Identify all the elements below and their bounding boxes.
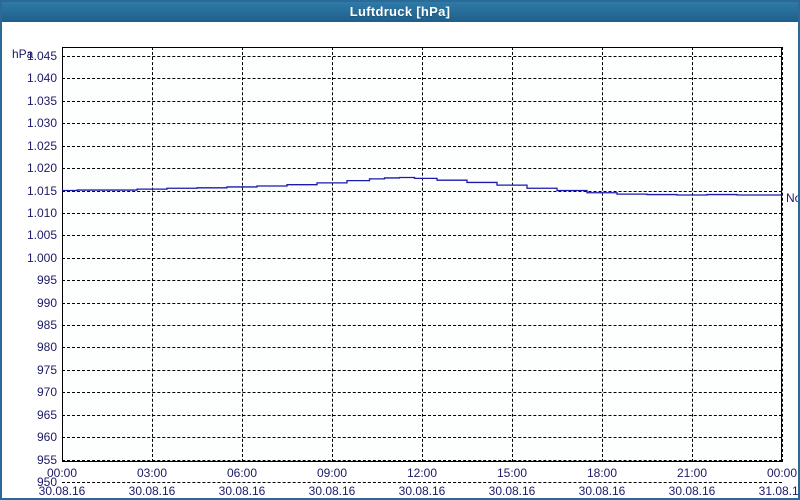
vertical-gridline — [782, 47, 783, 462]
x-axis-time-label: 09:00 — [317, 466, 347, 480]
x-axis-time-label: 21:00 — [677, 466, 707, 480]
x-axis-time-label: 03:00 — [137, 466, 167, 480]
y-axis-tick-label: 970 — [7, 385, 57, 399]
y-axis-tick-label: 990 — [7, 296, 57, 310]
pressure-curve[interactable] — [62, 47, 782, 462]
y-axis-tick-label: 1.025 — [7, 139, 57, 153]
x-axis-date-label: 30.08.16 — [399, 484, 446, 498]
pressure-curve-line[interactable] — [62, 178, 782, 195]
chart-plot-area[interactable]: hPa 1.045 1.040 1.035 1.030 1.025 1.020 1.015 1… — [2, 22, 800, 500]
x-axis-time-label: 12:00 — [407, 466, 437, 480]
y-axis-tick-label: 1.040 — [7, 71, 57, 85]
x-axis-time-label: 18:00 — [587, 466, 617, 480]
y-axis-tick-label: 1.030 — [7, 116, 57, 130]
x-axis-date-label: 31.08.16 — [759, 484, 800, 498]
horizontal-gridline — [62, 482, 782, 483]
normal-reference-label: Normal — [786, 191, 800, 205]
y-axis-tick-label: 1.035 — [7, 94, 57, 108]
y-axis-tick-label: 1.005 — [7, 228, 57, 242]
x-axis-time-label: 06:00 — [227, 466, 257, 480]
x-axis-date-label: 30.08.16 — [309, 484, 356, 498]
y-axis-tick-label: 985 — [7, 318, 57, 332]
x-axis-date-label: 30.08.16 — [129, 484, 176, 498]
x-axis-date-label: 30.08.16 — [669, 484, 716, 498]
y-axis-tick-label: 1.020 — [7, 161, 57, 175]
pressure-chart-widget: Luftdruck [hPa] hPa 1.045 1.040 1.035 1.030… — [0, 0, 800, 500]
x-axis-date-label: 30.08.16 — [219, 484, 266, 498]
y-axis-tick-label: 1.000 — [7, 251, 57, 265]
y-axis-tick-label: 955 — [7, 453, 57, 467]
x-axis-time-label: 00:00 — [47, 466, 77, 480]
x-axis-date-label: 30.08.16 — [489, 484, 536, 498]
y-axis-tick-label: 1.045 — [7, 49, 57, 63]
chart-title-bar: Luftdruck [hPa] — [2, 2, 798, 22]
x-axis-date-label: 30.08.16 — [39, 484, 86, 498]
x-axis-time-label: 15:00 — [497, 466, 527, 480]
y-axis-tick-label: 1.015 — [7, 184, 57, 198]
y-axis-tick-label: 995 — [7, 273, 57, 287]
y-axis-tick-label: 975 — [7, 363, 57, 377]
y-axis-tick-label: 960 — [7, 430, 57, 444]
y-axis-tick-label: 980 — [7, 340, 57, 354]
chart-title: Luftdruck [hPa] — [350, 4, 451, 19]
y-axis-tick-label: 965 — [7, 408, 57, 422]
x-axis-time-label: 00:00 — [767, 466, 797, 480]
y-axis-tick-label: 1.010 — [7, 206, 57, 220]
x-axis-date-label: 30.08.16 — [579, 484, 626, 498]
